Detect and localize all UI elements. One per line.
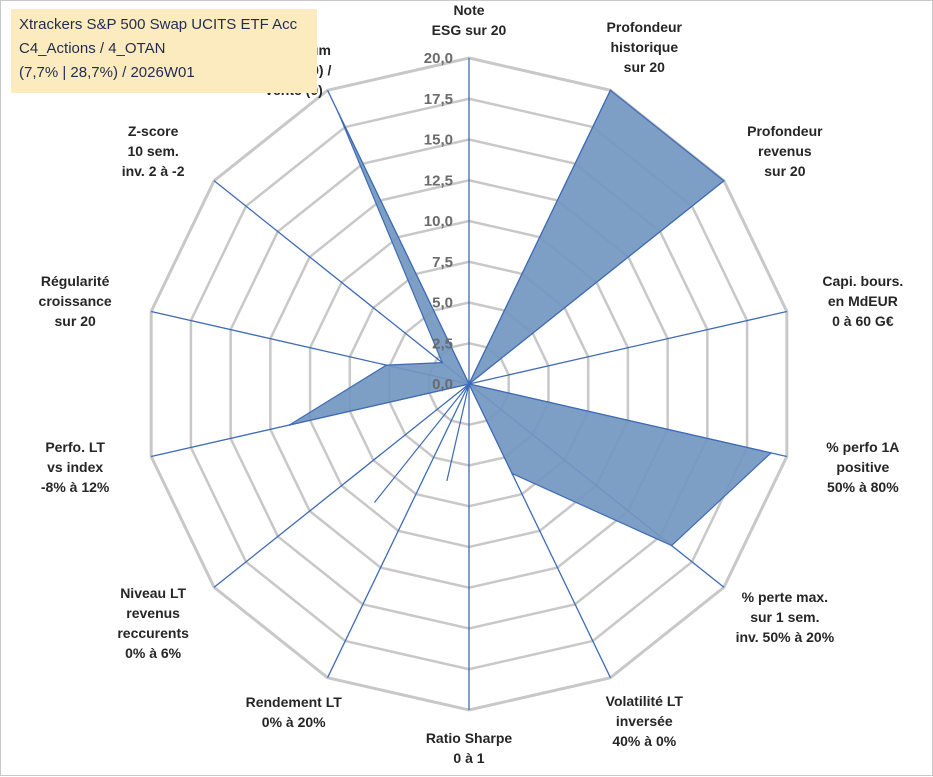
data-point	[468, 383, 470, 385]
axis-label-line: Ratio Sharpe	[425, 730, 513, 746]
tick-label: 20,0	[424, 50, 453, 67]
axis-label: Régularité croissance sur 20	[0, 271, 160, 331]
axis-label-line: inv. 2 à -2	[121, 162, 185, 179]
data-point	[337, 111, 339, 114]
fund-category: C4_Actions / 4_OTAN	[19, 40, 166, 57]
axis-spoke	[468, 310, 787, 385]
axis-label: % perfo 1A positive 50% à 80%	[778, 437, 933, 497]
axis-label-line: Perfo. LT	[45, 439, 105, 456]
axis-label-line: Capi. bours.	[822, 272, 904, 289]
axis-label-line: 50% à 80%	[827, 479, 899, 496]
axis-label-line: revenus	[126, 605, 180, 622]
axis-label: Z-score 10 sem. inv. 2 à -2	[68, 121, 238, 181]
axis-label-line: -8% à 12%	[40, 479, 110, 496]
tick-label: 0,0	[432, 376, 453, 393]
axis-label-line: croissance	[38, 292, 112, 309]
axis-label-line: 10 sem.	[127, 142, 179, 159]
axis-label-line: Z-score	[127, 122, 179, 139]
title-box: Xtrackers S&P 500 Swap UCITS ETF Acc C4_…	[11, 9, 317, 93]
axis-label: Capi. bours. en MdEUR 0 à 60 G€	[778, 271, 933, 331]
axis-label-line: vs index	[47, 459, 104, 476]
axis-spoke	[326, 383, 470, 678]
axis-label: Niveau LT revenus reccurents 0% à 6%	[68, 583, 238, 663]
axis-label: Volatilité LT inversée 40% à 0%	[559, 691, 729, 751]
tick-label: 5,0	[432, 295, 453, 312]
data-point	[723, 179, 725, 182]
fund-name: Xtrackers S&P 500 Swap UCITS ETF Acc	[19, 16, 298, 33]
axis-label-line: % perte max.	[741, 589, 829, 606]
axis-label-line: sur 20	[54, 312, 96, 329]
axis-label: Rendement LT 0% à 20%	[209, 692, 379, 732]
axis-label-line: Profondeur	[606, 19, 682, 36]
radar-tick-labels: 0,0 2,5 5,0 7,5 10,0 12,5 15,0 17,5 20,0	[424, 50, 453, 393]
axis-label-line: sur 1 sem.	[750, 609, 820, 626]
axis-label: Profondeur historique sur 20	[559, 17, 729, 77]
axis-label-line: sur 20	[764, 162, 806, 179]
axis-label: Ratio Sharpe 0 à 1	[384, 728, 554, 768]
axis-label-line: Profondeur	[747, 122, 823, 139]
axis-label-line: 0% à 20%	[261, 713, 326, 730]
axis-spoke	[213, 383, 470, 588]
axis-label: Note ESG sur 20	[384, 0, 554, 40]
axis-label-line: Note	[453, 2, 485, 18]
axis-label-line: Régularité	[40, 272, 110, 289]
axis-label-line: Volatilité LT	[605, 692, 683, 709]
data-point	[770, 452, 772, 454]
tick-label: 10,0	[424, 213, 453, 230]
axis-label-line: ESG sur 20	[431, 22, 507, 38]
axis-label: % perte max. sur 1 sem. inv. 50% à 20%	[700, 587, 870, 647]
tick-label: 12,5	[424, 172, 453, 189]
axis-label-line: 0 à 60 G€	[832, 312, 894, 329]
data-point	[609, 89, 612, 92]
radar-series	[288, 89, 773, 547]
data-point	[511, 472, 513, 475]
axis-label-line: inv. 50% à 20%	[735, 629, 835, 646]
data-point	[441, 361, 444, 364]
axis-label-line: % perfo 1A	[826, 439, 900, 456]
tick-label: 7,5	[432, 254, 453, 271]
axis-label-line: 40% à 0%	[612, 732, 677, 749]
axis-label-line: positive	[836, 459, 890, 476]
series-area	[289, 89, 773, 547]
axis-label-line: revenus	[758, 142, 812, 159]
data-point	[670, 544, 673, 547]
axis-label-line: Niveau LT	[120, 585, 187, 602]
tick-label: 17,5	[424, 91, 453, 108]
data-point	[288, 424, 291, 426]
axis-label-line: reccurents	[117, 625, 189, 642]
data-point	[385, 364, 388, 366]
axis-spoke	[213, 180, 470, 385]
axis-label-line: sur 20	[623, 59, 665, 76]
axis-label-line: en MdEUR	[827, 292, 898, 309]
axis-label-line: 0 à 1	[453, 750, 485, 766]
axis-label-line: historique	[610, 39, 679, 56]
axis-label-line: 0% à 6%	[125, 645, 182, 662]
axis-label: Perfo. LT vs index -8% à 12%	[0, 437, 160, 497]
tick-label: 15,0	[424, 132, 453, 149]
axis-label: Profondeur revenus sur 20	[700, 121, 870, 181]
axis-label-line: inversée	[615, 712, 673, 729]
axis-label-line: Rendement LT	[245, 693, 342, 710]
tick-label: 2,5	[432, 335, 453, 352]
fund-period: (7,7% | 28,7%) / 2026W01	[19, 64, 195, 81]
